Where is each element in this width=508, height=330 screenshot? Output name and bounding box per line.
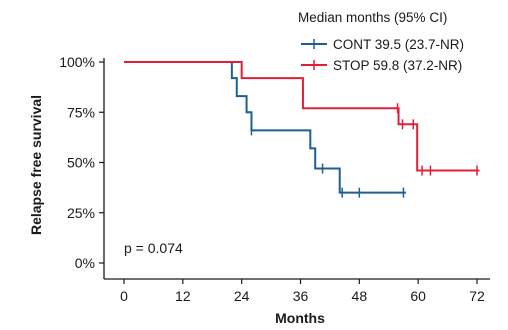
x-tick-label: 12: [175, 288, 191, 304]
x-axis-title: Months: [275, 310, 325, 326]
legend-label-cont: CONT 39.5 (23.7-NR): [333, 37, 464, 52]
legend-label-stop: STOP 59.8 (37.2-NR): [333, 58, 462, 73]
axes: [103, 58, 490, 280]
y-tick-label: 0%: [75, 255, 95, 271]
p-value-annotation: p = 0.074: [124, 240, 183, 256]
x-tick-label: 48: [352, 288, 368, 304]
series-stop-line: [124, 61, 480, 172]
x-tick-label: 0: [120, 288, 128, 304]
y-tick-label: 25%: [67, 205, 95, 221]
x-tick-label: 60: [410, 288, 426, 304]
legend: CONT 39.5 (23.7-NR) STOP 59.8 (37.2-NR): [301, 37, 464, 73]
y-tick-label: 75%: [67, 104, 95, 120]
curves: [124, 61, 480, 198]
y-axis-title: Relapse free survival: [28, 95, 44, 235]
legend-title: Median months (95% CI): [298, 10, 447, 25]
y-tick-label: 50%: [67, 155, 95, 171]
ticks: 0% 25% 50% 75% 100% 0 12 24 36 48 60 72: [59, 54, 485, 304]
y-tick-label: 100%: [59, 54, 95, 70]
series-cont-line: [124, 61, 406, 194]
x-tick-label: 36: [293, 288, 309, 304]
x-tick-label: 72: [469, 288, 485, 304]
x-tick-label: 24: [234, 288, 250, 304]
